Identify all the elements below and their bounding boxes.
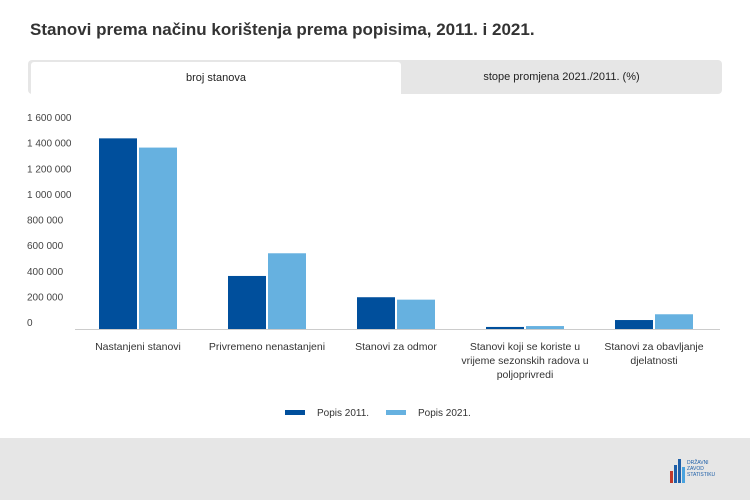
- x-category-label: vrijeme sezonskih radova u: [461, 355, 588, 367]
- x-category-label: djelatnosti: [630, 355, 677, 367]
- bar-2011: [615, 320, 653, 329]
- x-category-label: Privremeno nenastanjeni: [209, 341, 325, 353]
- legend-swatch: [285, 410, 305, 415]
- y-tick-label: 600 000: [27, 241, 64, 252]
- tab-stope-promjena[interactable]: stope promjena 2021./2011. (%): [483, 71, 640, 83]
- legend-label: Popis 2011.: [317, 408, 369, 419]
- bar-2021: [268, 253, 306, 329]
- y-tick-label: 800 000: [27, 216, 64, 227]
- y-tick-label: 1 600 000: [27, 113, 72, 124]
- svg-text:ZAVOD: ZAVOD: [687, 466, 704, 472]
- y-tick-label: 200 000: [27, 292, 64, 303]
- y-tick-label: 400 000: [27, 267, 64, 278]
- x-category-label: poljoprivredi: [497, 369, 554, 381]
- bar-2011: [99, 138, 137, 329]
- bar-2011: [357, 297, 395, 329]
- dzs-logo: DRŽAVNI ZAVOD STATISTIKU: [670, 458, 716, 483]
- x-category-label: Stanovi koji se koriste u: [470, 341, 580, 353]
- legend-label: Popis 2021.: [418, 408, 471, 419]
- y-tick-label: 0: [27, 318, 33, 329]
- bar-2021: [526, 326, 564, 329]
- bar-2011: [228, 275, 266, 329]
- bar-2021: [655, 314, 693, 329]
- y-tick-label: 1 000 000: [27, 190, 72, 201]
- bar-2021: [139, 147, 177, 329]
- bar-chart: 0 200 000 400 000 600 000 800 000 1 000 000 1 …: [27, 113, 720, 419]
- y-tick-label: 1 200 000: [27, 164, 72, 175]
- x-category-label: Stanovi za odmor: [355, 341, 437, 353]
- tab-broj-stanova[interactable]: broj stanova: [31, 62, 401, 94]
- footer: [0, 438, 750, 500]
- bar-2021: [397, 299, 435, 329]
- x-category-label: Stanovi za obavljanje: [604, 341, 703, 353]
- bar-2011: [486, 326, 524, 329]
- tab-bar: broj stanova stope promjena 2021./2011. …: [28, 60, 722, 94]
- y-tick-label: 1 400 000: [27, 139, 72, 150]
- legend-swatch: [386, 410, 406, 415]
- svg-text:STATISTIKU: STATISTIKU: [687, 472, 716, 478]
- svg-text:DRŽAVNI: DRŽAVNI: [687, 458, 709, 466]
- x-category-label: Nastanjeni stanovi: [95, 341, 181, 353]
- page-title: Stanovi prema načinu korištenja prema po…: [30, 20, 535, 39]
